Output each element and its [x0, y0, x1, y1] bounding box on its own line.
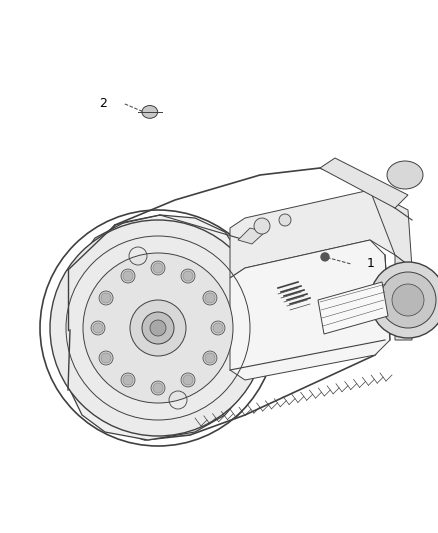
Circle shape	[211, 321, 225, 335]
Circle shape	[203, 351, 217, 365]
Text: 2: 2	[99, 98, 107, 110]
Ellipse shape	[392, 284, 424, 316]
Ellipse shape	[380, 272, 436, 328]
Circle shape	[203, 291, 217, 305]
Polygon shape	[320, 158, 408, 208]
Text: 1: 1	[366, 257, 374, 270]
Circle shape	[99, 351, 113, 365]
Circle shape	[205, 293, 215, 303]
Circle shape	[91, 321, 105, 335]
Circle shape	[254, 218, 270, 234]
Circle shape	[101, 293, 111, 303]
Polygon shape	[395, 255, 412, 340]
Ellipse shape	[142, 106, 158, 118]
Circle shape	[181, 269, 195, 283]
Circle shape	[93, 323, 103, 333]
Circle shape	[181, 373, 195, 387]
Circle shape	[183, 271, 193, 281]
Circle shape	[123, 271, 133, 281]
Circle shape	[99, 291, 113, 305]
Polygon shape	[318, 282, 388, 334]
Circle shape	[205, 353, 215, 363]
Ellipse shape	[83, 253, 233, 403]
Polygon shape	[238, 228, 265, 244]
Ellipse shape	[387, 161, 423, 189]
Ellipse shape	[142, 312, 174, 344]
Circle shape	[151, 381, 165, 395]
Circle shape	[151, 261, 165, 275]
Circle shape	[121, 269, 135, 283]
Ellipse shape	[370, 262, 438, 338]
Ellipse shape	[150, 320, 166, 336]
Circle shape	[213, 323, 223, 333]
Polygon shape	[230, 240, 390, 380]
Circle shape	[153, 383, 163, 393]
Circle shape	[121, 373, 135, 387]
Polygon shape	[230, 190, 395, 278]
Circle shape	[153, 263, 163, 273]
Ellipse shape	[130, 300, 186, 356]
Circle shape	[123, 375, 133, 385]
Polygon shape	[370, 190, 412, 268]
Polygon shape	[68, 168, 410, 440]
Ellipse shape	[50, 220, 266, 436]
Circle shape	[279, 214, 291, 226]
Polygon shape	[68, 215, 248, 440]
Circle shape	[101, 353, 111, 363]
Circle shape	[321, 253, 329, 261]
Circle shape	[183, 375, 193, 385]
